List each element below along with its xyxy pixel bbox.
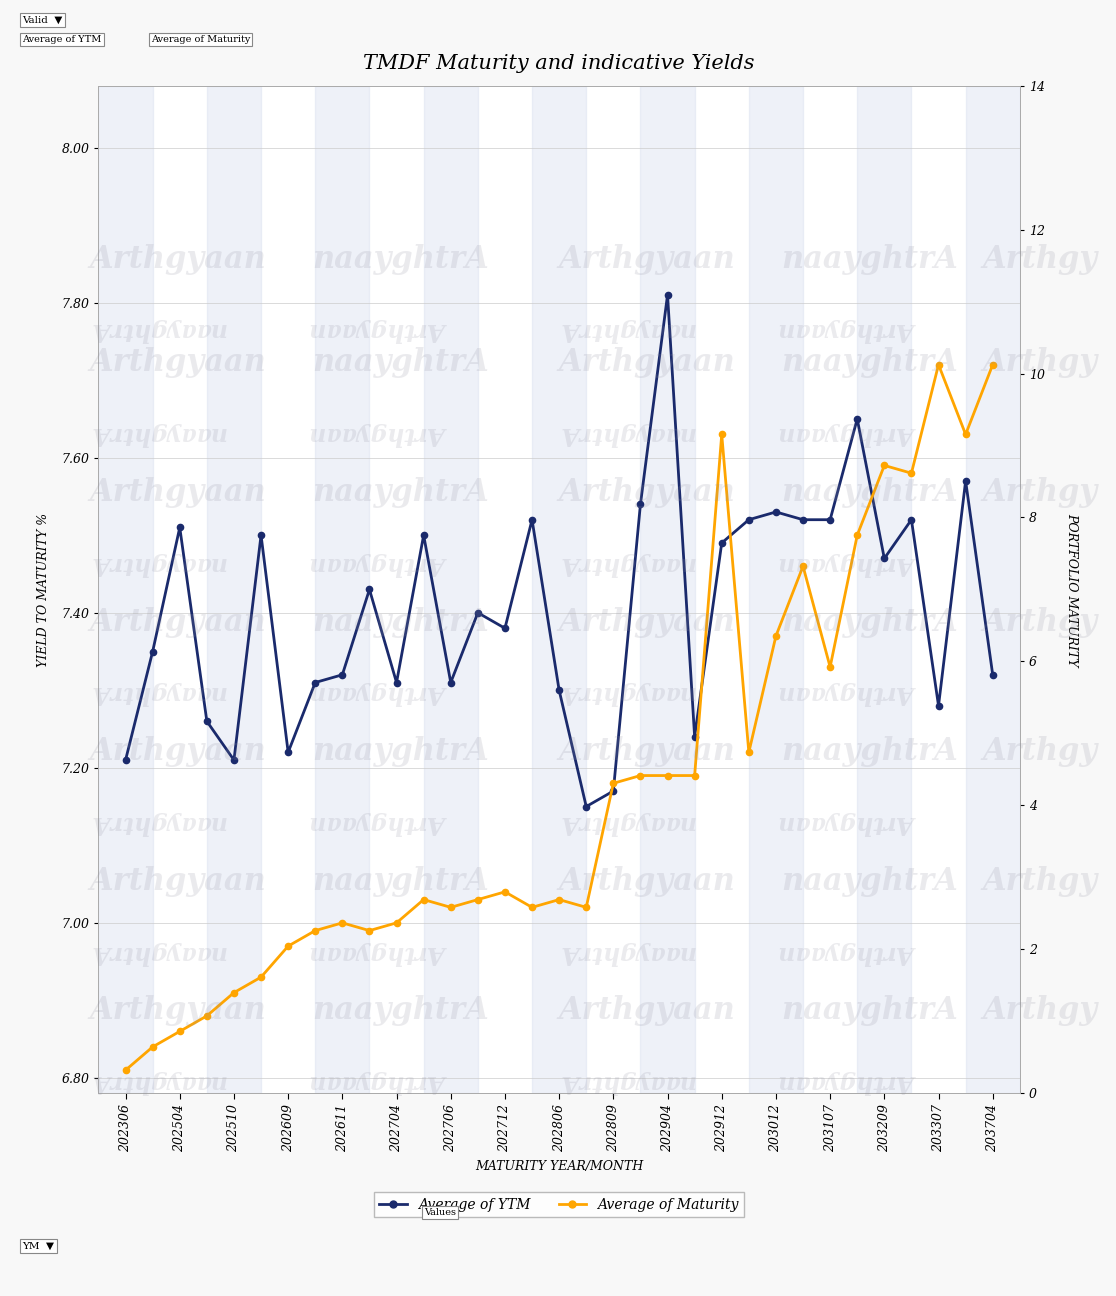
Text: naayghtrA: naayghtrA <box>558 422 695 446</box>
Text: naayghtrA: naayghtrA <box>89 552 227 575</box>
Text: Arthgy: Arthgy <box>982 347 1097 378</box>
Text: naayghtrA: naayghtrA <box>781 607 958 638</box>
Text: Arthgyaan: Arthgyaan <box>89 477 266 508</box>
Text: naayghtrA: naayghtrA <box>781 244 958 275</box>
Text: Values: Values <box>424 1208 456 1217</box>
Text: naayghtrA: naayghtrA <box>89 319 227 342</box>
Text: naayghtrA: naayghtrA <box>312 477 489 508</box>
Title: TMDF Maturity and indicative Yields: TMDF Maturity and indicative Yields <box>364 54 754 73</box>
Text: naayghtrA: naayghtrA <box>558 552 695 575</box>
Text: Arthgy: Arthgy <box>982 244 1097 275</box>
Text: naayghtrA: naayghtrA <box>89 1070 227 1094</box>
Text: Arthgy: Arthgy <box>982 477 1097 508</box>
Bar <box>532 86 586 1094</box>
Bar <box>98 86 153 1094</box>
Text: naayghtrA: naayghtrA <box>781 347 958 378</box>
Text: Arthgyaan: Arthgyaan <box>89 736 266 767</box>
Text: Arthgyaan: Arthgyaan <box>558 347 734 378</box>
Text: Arthgyaan: Arthgyaan <box>781 552 918 575</box>
Text: Arthgyaan: Arthgyaan <box>312 1070 450 1094</box>
Y-axis label: PORTFOLIO MATURITY: PORTFOLIO MATURITY <box>1066 513 1079 666</box>
Text: Arthgy: Arthgy <box>982 866 1097 897</box>
Text: naayghtrA: naayghtrA <box>312 995 489 1026</box>
Bar <box>749 86 804 1094</box>
Bar <box>965 86 1020 1094</box>
Text: Arthgyaan: Arthgyaan <box>781 422 918 446</box>
Bar <box>315 86 369 1094</box>
Text: Arthgyaan: Arthgyaan <box>312 682 450 705</box>
Y-axis label: YIELD TO MATURITY %: YIELD TO MATURITY % <box>37 512 50 666</box>
Text: naayghtrA: naayghtrA <box>781 477 958 508</box>
Text: naayghtrA: naayghtrA <box>781 736 958 767</box>
Text: Arthgy: Arthgy <box>982 607 1097 638</box>
Text: naayghtrA: naayghtrA <box>558 941 695 964</box>
Text: Arthgyaan: Arthgyaan <box>312 552 450 575</box>
Text: Arthgy: Arthgy <box>982 736 1097 767</box>
Text: Arthgyaan: Arthgyaan <box>312 811 450 835</box>
Text: naayghtrA: naayghtrA <box>312 244 489 275</box>
Bar <box>424 86 478 1094</box>
Text: naayghtrA: naayghtrA <box>781 866 958 897</box>
Text: naayghtrA: naayghtrA <box>312 866 489 897</box>
Text: naayghtrA: naayghtrA <box>312 347 489 378</box>
Bar <box>206 86 261 1094</box>
Text: Arthgyaan: Arthgyaan <box>312 319 450 342</box>
Text: Arthgyaan: Arthgyaan <box>781 682 918 705</box>
Text: naayghtrA: naayghtrA <box>89 682 227 705</box>
Text: naayghtrA: naayghtrA <box>312 736 489 767</box>
Text: YM  ▼: YM ▼ <box>22 1242 55 1251</box>
Text: Arthgyaan: Arthgyaan <box>89 607 266 638</box>
Text: Valid  ▼: Valid ▼ <box>22 16 62 25</box>
Text: Average of YTM: Average of YTM <box>22 35 102 44</box>
Text: naayghtrA: naayghtrA <box>558 319 695 342</box>
Text: naayghtrA: naayghtrA <box>781 995 958 1026</box>
Text: naayghtrA: naayghtrA <box>558 811 695 835</box>
Text: Arthgyaan: Arthgyaan <box>781 811 918 835</box>
Text: Average of Maturity: Average of Maturity <box>151 35 250 44</box>
Text: Arthgyaan: Arthgyaan <box>89 244 266 275</box>
Text: Arthgyaan: Arthgyaan <box>312 422 450 446</box>
Text: Arthgyaan: Arthgyaan <box>89 866 266 897</box>
Text: Arthgyaan: Arthgyaan <box>781 941 918 964</box>
Text: Arthgyaan: Arthgyaan <box>312 941 450 964</box>
X-axis label: MATURITY YEAR/MONTH: MATURITY YEAR/MONTH <box>475 1160 643 1173</box>
Text: Arthgyaan: Arthgyaan <box>89 995 266 1026</box>
Text: naayghtrA: naayghtrA <box>312 607 489 638</box>
Text: naayghtrA: naayghtrA <box>89 941 227 964</box>
Text: Arthgyaan: Arthgyaan <box>89 347 266 378</box>
Text: Arthgyaan: Arthgyaan <box>558 736 734 767</box>
Text: naayghtrA: naayghtrA <box>558 682 695 705</box>
Text: Arthgy: Arthgy <box>982 995 1097 1026</box>
Bar <box>857 86 912 1094</box>
Text: Arthgyaan: Arthgyaan <box>781 1070 918 1094</box>
Text: Arthgyaan: Arthgyaan <box>558 607 734 638</box>
Text: Arthgyaan: Arthgyaan <box>558 995 734 1026</box>
Text: Arthgyaan: Arthgyaan <box>558 244 734 275</box>
Legend: Average of YTM, Average of Maturity: Average of YTM, Average of Maturity <box>374 1192 744 1217</box>
Bar <box>641 86 694 1094</box>
Text: naayghtrA: naayghtrA <box>89 811 227 835</box>
Text: Arthgyaan: Arthgyaan <box>781 319 918 342</box>
Text: naayghtrA: naayghtrA <box>558 1070 695 1094</box>
Text: Arthgyaan: Arthgyaan <box>558 477 734 508</box>
Text: naayghtrA: naayghtrA <box>89 422 227 446</box>
Text: Arthgyaan: Arthgyaan <box>558 866 734 897</box>
